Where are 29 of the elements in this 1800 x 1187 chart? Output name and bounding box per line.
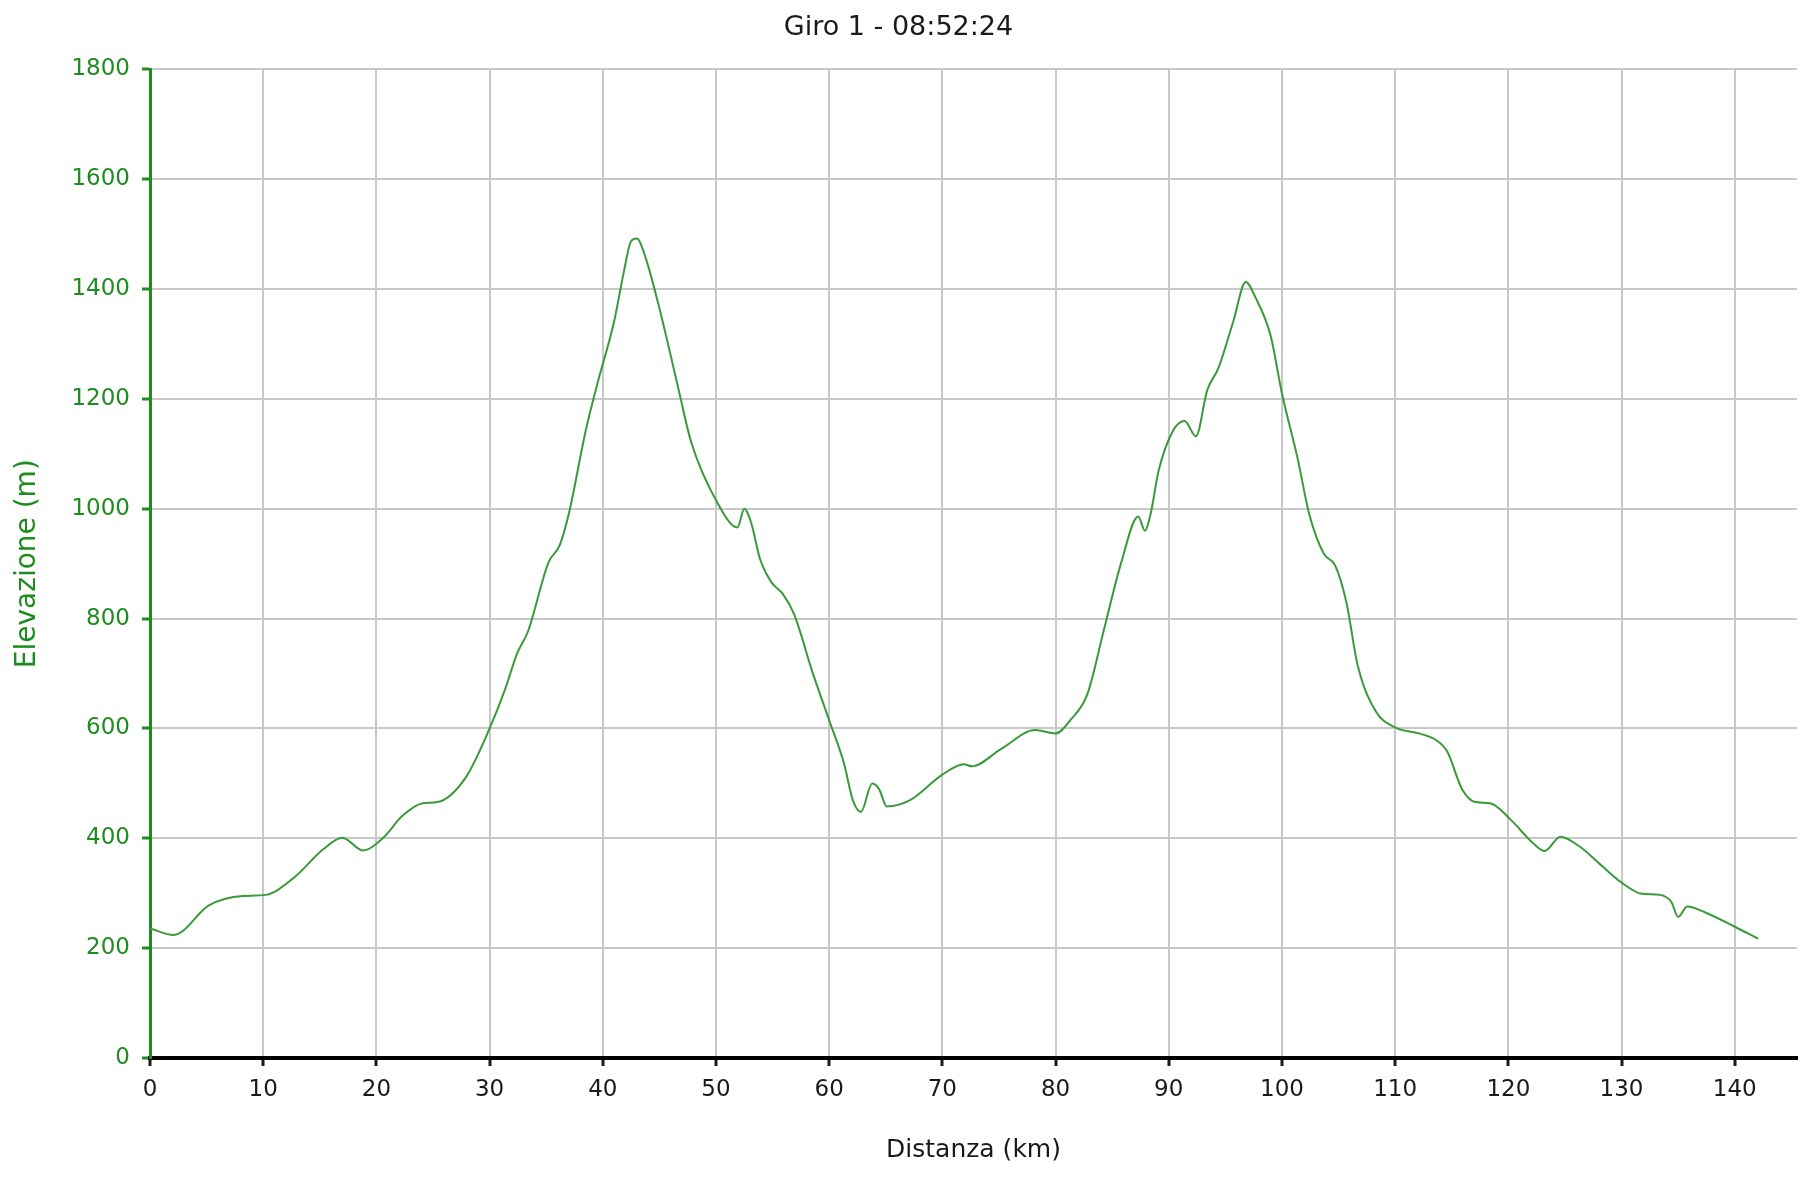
- x-tick-label: 80: [1040, 1074, 1071, 1101]
- y-tick-label: 1800: [71, 54, 130, 81]
- y-tick-label: 1400: [71, 274, 130, 301]
- y-tick-label: 800: [86, 603, 130, 630]
- x-tick-label: 130: [1599, 1074, 1644, 1101]
- y-tick-label: 1600: [71, 164, 130, 191]
- y-tick-label: 0: [115, 1042, 130, 1069]
- x-tick-label: 30: [474, 1074, 505, 1101]
- y-tick-label: 600: [86, 713, 130, 740]
- y-tick-label: 400: [86, 823, 130, 850]
- x-tick-label: 100: [1260, 1074, 1304, 1101]
- y-axis-title: Elevazione (m): [9, 459, 43, 669]
- y-tick-label: 1000: [71, 493, 130, 520]
- x-tick-label: 90: [1154, 1074, 1184, 1101]
- x-tick-label: 20: [361, 1074, 392, 1101]
- x-tick-label: 120: [1486, 1074, 1531, 1101]
- x-tick-label: 50: [701, 1074, 731, 1101]
- chart-title: Giro 1 - 08:52:24: [783, 10, 1014, 42]
- x-tick-label: 60: [814, 1074, 844, 1101]
- x-tick-label: 70: [927, 1074, 958, 1101]
- x-tick-label: 40: [588, 1074, 618, 1101]
- line-series: [150, 237, 1759, 940]
- y-tick-label: 200: [86, 933, 130, 960]
- x-tick-label: 140: [1712, 1074, 1757, 1101]
- x-tick-label: 10: [248, 1074, 278, 1101]
- x-axis-title: Distanza (km): [886, 1133, 1061, 1163]
- x-tick-label: 0: [142, 1074, 158, 1101]
- x-tick-label: 110: [1373, 1074, 1418, 1101]
- y-tick-label: 1200: [71, 383, 130, 410]
